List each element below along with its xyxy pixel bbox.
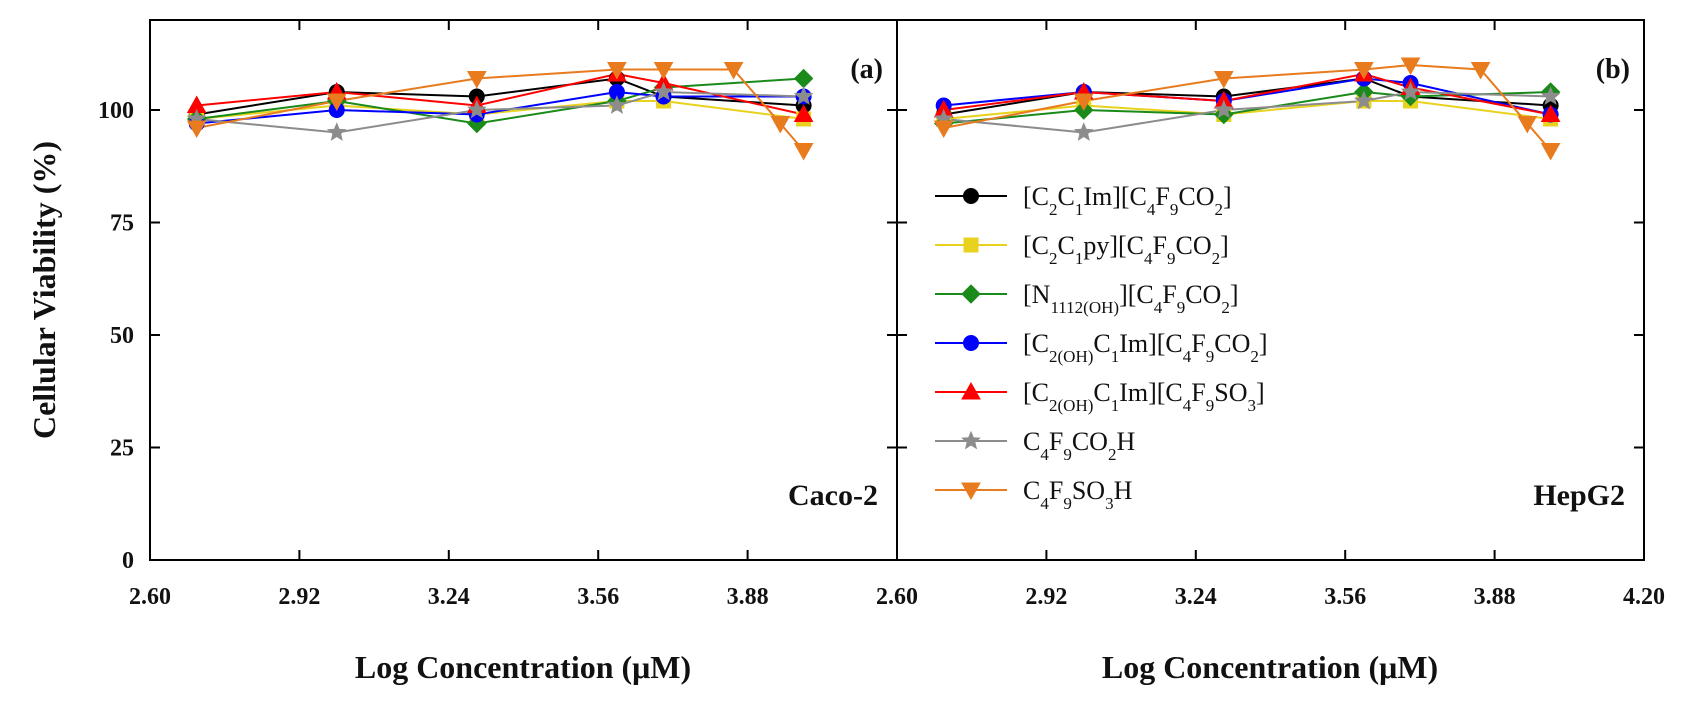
series-line-C4F9SO3H [196, 68, 805, 152]
x-tick-label: 2.60 [876, 584, 918, 610]
x-tick-label: 2.60 [129, 584, 171, 610]
legend-entry: C4F9SO3H [935, 476, 1133, 513]
data-point-C4F9CO2H [607, 95, 627, 114]
legend-label: [C2(OH)C1Im][C4F9SO3] [1023, 378, 1265, 415]
panel-a-tag: (a) [850, 54, 883, 85]
data-point-C4F9SO3H [1354, 62, 1374, 80]
data-point-C2OHC1Im_C4F9SO3 [1540, 104, 1561, 122]
data-point-C4F9CO2H [1354, 90, 1374, 110]
data-point-C4F9SO3H [607, 62, 627, 80]
legend-marker [963, 237, 979, 253]
x-tick-label: 2.92 [1025, 584, 1067, 610]
panel-b-frame [896, 19, 1645, 561]
data-point-C4F9SO3H [793, 143, 814, 161]
tick-marks [149, 20, 1645, 561]
data-point-C4F9SO3H [1400, 57, 1421, 76]
x-tick-label: 3.56 [577, 584, 619, 610]
data-point-C4F9SO3H [1470, 62, 1491, 80]
legend-entry: C4F9CO2H [935, 427, 1135, 464]
legend-entry: [C2C1py][C4F9CO2] [935, 231, 1229, 268]
data-point-C4F9SO3H [186, 120, 207, 139]
x-tick-label: 3.88 [727, 584, 769, 610]
x-tick-labels: 2.60 2.92 3.24 3.56 3.88 2.60 2.92 3.24 3.56 3.88… [129, 584, 1665, 610]
y-tick-label: 50 [110, 323, 134, 349]
series-line-C2C1Im_C4F9CO2 [196, 77, 804, 116]
legend-label: C4F9SO3H [1023, 476, 1133, 513]
data-point-C4F9SO3H [933, 120, 954, 139]
panel-a-plot [186, 62, 814, 161]
data-point-C4F9CO2H [467, 99, 487, 119]
data-point-C4F9SO3H [1540, 143, 1561, 161]
legend-marker [961, 381, 981, 400]
legend: [C2C1Im][C4F9CO2] [C2C1py][C4F9CO2] [N1112… [935, 182, 1268, 513]
legend-marker [961, 482, 981, 501]
y-tick-label: 100 [98, 98, 134, 124]
legend-label: [C2C1Im][C4F9CO2] [1023, 182, 1232, 219]
panel-b-cell-line: HepG2 [1533, 479, 1625, 512]
data-point-C4F9SO3H [653, 62, 674, 80]
series-line-C2OHC1Im_C4F9SO3 [196, 72, 804, 116]
series-line-C4F9SO3H [943, 63, 1552, 152]
series-line-C4F9CO2H [196, 90, 804, 134]
y-tick-label: 75 [110, 211, 134, 237]
data-point-C4F9CO2H [653, 81, 674, 101]
panel-b-tag: (b) [1596, 54, 1630, 85]
data-point-C4F9SO3H [1213, 71, 1234, 89]
legend-label: [N1112(OH)][C4F9CO2] [1023, 280, 1239, 317]
y-tick-label: 0 [122, 548, 134, 574]
data-point-C4F9CO2H [326, 122, 347, 141]
legend-marker [963, 335, 979, 351]
x-tick-label: 3.24 [428, 584, 470, 610]
axes-frame [149, 19, 1645, 561]
legend-marker [963, 188, 979, 204]
y-axis-title: Cellular Viability (%) [26, 141, 62, 439]
series-line-C4F9CO2H [943, 90, 1551, 134]
data-point-C4F9SO3H [770, 116, 791, 134]
x-axis-title-a: Log Concentration (μM) [355, 649, 691, 685]
x-tick-label: 4.20 [1623, 584, 1665, 610]
y-tick-label: 25 [110, 436, 134, 462]
series-line-C2C1py_C4F9CO2 [943, 100, 1551, 120]
data-point-C4F9CO2H [1540, 86, 1561, 105]
legend-marker [961, 430, 981, 450]
data-point-C4F9SO3H [466, 71, 487, 89]
legend-label: C4F9CO2H [1023, 427, 1135, 464]
data-point-C4F9CO2H [793, 86, 814, 105]
data-point-C4F9CO2H [1214, 99, 1234, 119]
data-point-C2OHC1Im_C4F9SO3 [793, 104, 814, 122]
legend-label: [C2(OH)C1Im][C4F9CO2] [1023, 329, 1268, 366]
legend-entry: [C2(OH)C1Im][C4F9CO2] [935, 329, 1268, 366]
x-axis-title-b: Log Concentration (μM) [1102, 649, 1438, 685]
x-tick-label: 3.88 [1474, 584, 1516, 610]
panel-a-cell-line: Caco-2 [788, 479, 878, 512]
data-point-C4F9SO3H [326, 93, 347, 112]
legend-entry: [N1112(OH)][C4F9CO2] [935, 280, 1239, 317]
series-line-C2OHC1Im_C4F9CO2 [196, 90, 804, 125]
series-line-N1112OH_C4F9CO2 [943, 90, 1551, 125]
data-point-C4F9SO3H [723, 62, 744, 80]
data-point-C4F9SO3H [1517, 116, 1538, 134]
legend-entry: [C2C1Im][C4F9CO2] [935, 182, 1232, 219]
series-line-N1112OH_C4F9CO2 [196, 77, 804, 125]
data-point-C4F9SO3H [1073, 93, 1094, 112]
y-tick-labels: 0 25 50 75 100 [98, 98, 134, 574]
x-tick-label: 3.56 [1324, 584, 1366, 610]
legend-entry: [C2(OH)C1Im][C4F9SO3] [935, 378, 1265, 415]
legend-marker [961, 284, 981, 304]
x-tick-label: 3.24 [1175, 584, 1217, 610]
data-point-C4F9CO2H [1400, 81, 1421, 101]
legend-label: [C2C1py][C4F9CO2] [1023, 231, 1229, 268]
data-point-C4F9CO2H [1073, 122, 1094, 141]
x-tick-label: 2.92 [278, 584, 320, 610]
panel-b-plot [933, 57, 1561, 161]
